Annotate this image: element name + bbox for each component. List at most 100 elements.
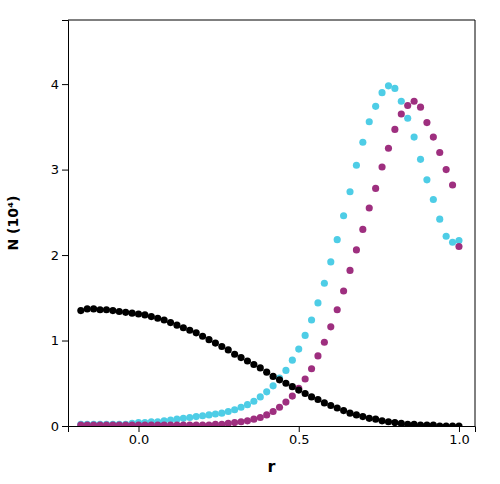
point — [103, 422, 110, 426]
point — [148, 422, 155, 426]
point — [122, 309, 129, 316]
y-tick-mark — [62, 341, 68, 342]
point — [90, 421, 97, 426]
point — [173, 322, 180, 329]
point — [237, 404, 244, 411]
point — [411, 134, 418, 141]
point — [417, 104, 424, 111]
point — [449, 181, 456, 188]
point — [161, 422, 168, 426]
point — [436, 422, 443, 426]
point — [167, 319, 174, 326]
point — [340, 287, 347, 294]
point — [372, 185, 379, 192]
y-tick-mark — [62, 170, 68, 171]
point — [148, 313, 155, 320]
point — [372, 416, 379, 423]
point — [378, 163, 385, 170]
point — [404, 102, 411, 109]
point — [423, 176, 430, 183]
point — [180, 324, 187, 331]
point — [90, 422, 97, 426]
frame-top — [68, 20, 475, 21]
point — [250, 416, 257, 423]
x-axis: 0.0 0.5 1.0 — [69, 426, 476, 447]
point — [302, 375, 309, 382]
point — [225, 346, 232, 353]
point — [411, 421, 418, 426]
point — [321, 280, 328, 287]
point — [257, 393, 264, 400]
point — [423, 119, 430, 126]
point — [411, 98, 418, 105]
point — [186, 414, 193, 421]
point — [257, 364, 264, 371]
y-tick-mark — [62, 426, 68, 427]
y-tick-label: 3 — [51, 162, 59, 177]
point — [237, 418, 244, 425]
point — [353, 246, 360, 253]
x-tick: 1.0 — [449, 426, 470, 447]
x-tick: 0.0 — [129, 426, 150, 447]
point — [135, 310, 142, 317]
point — [391, 126, 398, 133]
point — [96, 422, 103, 426]
point — [180, 422, 187, 426]
point — [314, 352, 321, 359]
point — [404, 421, 411, 426]
point — [327, 402, 334, 409]
point — [276, 376, 283, 383]
point — [321, 399, 328, 406]
point — [308, 365, 315, 372]
point — [84, 305, 91, 312]
y-tick-mark — [62, 255, 68, 256]
point — [430, 422, 437, 426]
point — [430, 134, 437, 141]
x-axis-title: r — [268, 457, 276, 476]
point — [135, 422, 142, 426]
y-axis-line — [62, 21, 69, 427]
point — [96, 421, 103, 426]
point — [225, 420, 232, 426]
point — [263, 369, 270, 376]
point — [417, 422, 424, 426]
point — [276, 404, 283, 411]
point — [154, 422, 161, 426]
point — [167, 422, 174, 426]
point — [321, 339, 328, 346]
point — [205, 422, 212, 426]
x-tick-label: 1.0 — [449, 432, 470, 447]
point — [378, 89, 385, 96]
point — [231, 351, 238, 358]
point — [77, 422, 84, 426]
point — [250, 361, 257, 368]
point — [244, 417, 251, 424]
point — [129, 310, 136, 317]
point — [129, 422, 136, 426]
point — [173, 422, 180, 426]
point — [385, 145, 392, 152]
point — [141, 422, 148, 426]
point — [443, 166, 450, 173]
point — [84, 421, 91, 426]
point — [359, 413, 366, 420]
point — [282, 380, 289, 387]
point — [237, 354, 244, 361]
point — [154, 315, 161, 322]
series — [77, 305, 462, 426]
point — [109, 307, 116, 314]
point — [90, 305, 97, 312]
point — [295, 346, 302, 353]
point — [186, 422, 193, 426]
y-tick-label: 4 — [51, 77, 59, 92]
x-tick-label: 0.5 — [289, 432, 310, 447]
point — [263, 388, 270, 395]
point — [398, 420, 405, 426]
x-tick: 0.5 — [289, 426, 310, 447]
point — [398, 110, 405, 117]
point — [263, 411, 270, 418]
point — [289, 383, 296, 390]
chart: 0.00.51.001234rN (10⁴) — [0, 0, 500, 484]
point — [308, 316, 315, 323]
point — [398, 98, 405, 105]
